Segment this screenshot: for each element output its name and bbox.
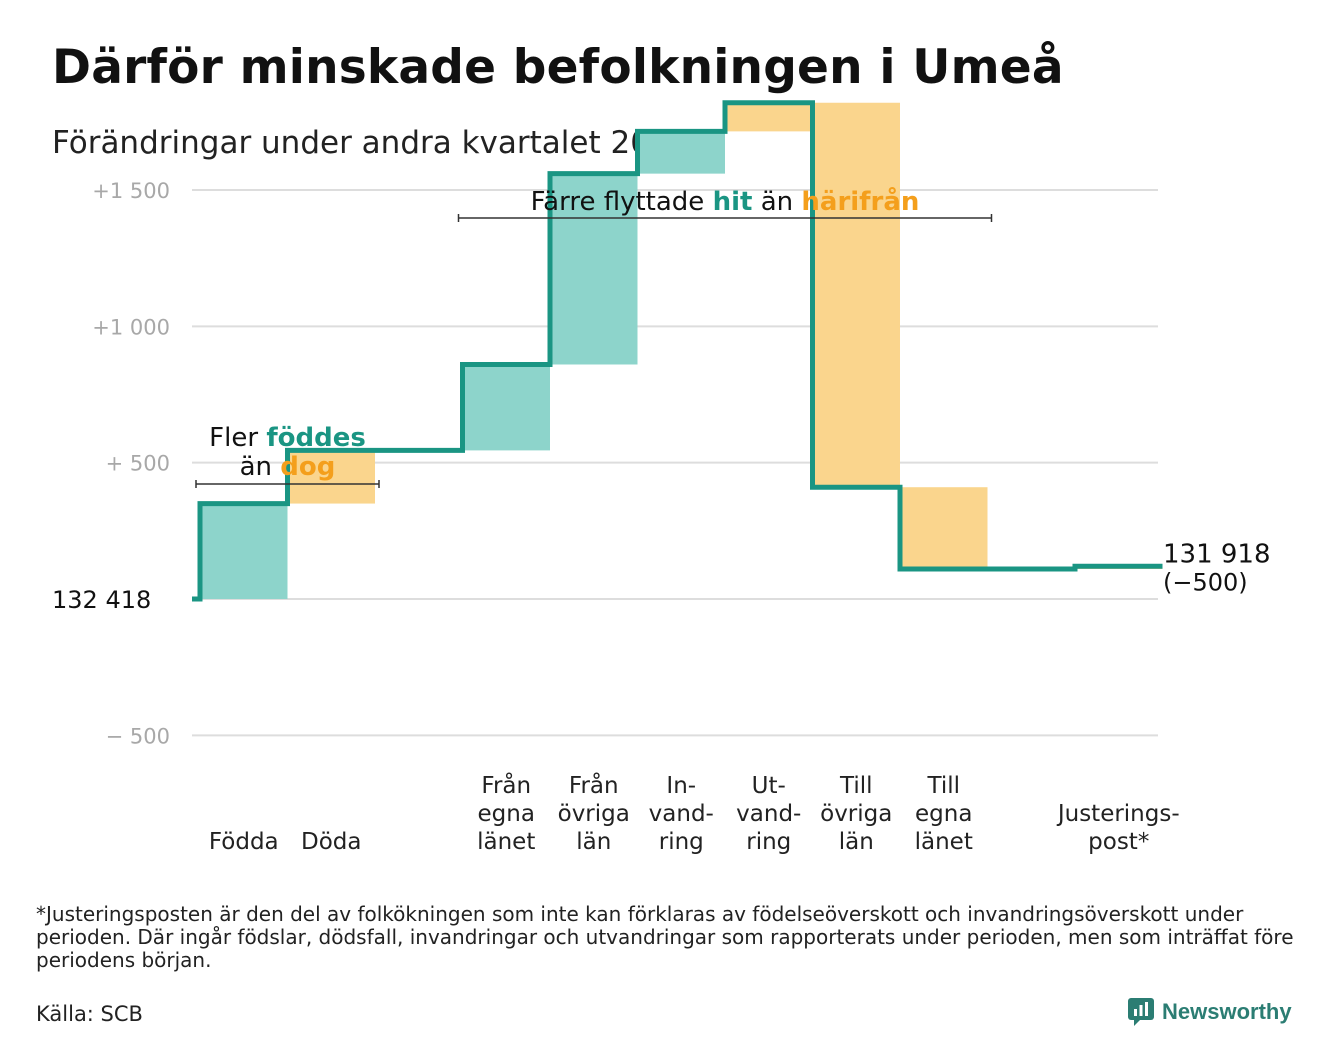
waterfall-chart: +1 500 +1 000 + 500 − 500 132 418 131 918(−50…	[52, 100, 1271, 855]
bar-decrease	[725, 102, 813, 132]
category-label: länet	[915, 829, 973, 855]
category-label: Döda	[301, 829, 361, 855]
annotation-text: än dog	[240, 452, 336, 482]
bar-increase	[550, 173, 638, 365]
annotation-text-part: föddes	[266, 423, 366, 453]
newsworthy-logo-icon	[1128, 998, 1154, 1026]
annotation-text-part: än	[752, 187, 801, 217]
annotation-text: Fler föddes	[209, 423, 366, 453]
y-tick-label: − 500	[106, 724, 170, 748]
end-value-label: 131 918	[1163, 539, 1271, 569]
bar-increase	[200, 503, 288, 599]
category-label: Födda	[209, 829, 279, 855]
annotation-text-part: härifrån	[801, 185, 919, 217]
source-label: Källa: SCB	[36, 1002, 143, 1026]
bar-decrease	[900, 487, 988, 570]
y-tick-label: +1 500	[92, 179, 170, 203]
brand-name: Newsworthy	[1162, 999, 1292, 1024]
bar-decrease	[287, 450, 375, 504]
category-label: vand-	[649, 801, 714, 827]
annotation-text-part: dog	[280, 452, 335, 482]
brand-logo[interactable]: Newsworthy	[1128, 998, 1292, 1026]
category-label: ring	[659, 829, 704, 855]
category-label: egna	[478, 801, 535, 827]
category-label: Justerings-	[1056, 801, 1180, 827]
category-label: övriga	[820, 801, 892, 827]
category-label: Till	[926, 773, 960, 799]
category-label: län	[576, 829, 611, 855]
category-label: In-	[666, 773, 696, 799]
cumulative-step-line	[192, 100, 1163, 602]
start-value-label: 132 418	[52, 586, 151, 614]
annotation-text-part: Fler	[209, 423, 266, 453]
category-label: egna	[915, 801, 972, 827]
category-label: Från	[569, 771, 619, 799]
category-label: post*	[1088, 829, 1149, 855]
category-label: Ut-	[752, 773, 786, 799]
y-tick-label: +1 000	[92, 315, 170, 339]
category-label: länet	[477, 829, 535, 855]
chart-title: Därför minskade befolkningen i Umeå	[52, 40, 1064, 95]
annotation-text-part: hit	[713, 187, 753, 217]
annotation-text: Färre flyttade hit än härifrån	[531, 185, 920, 217]
bar-increase	[462, 364, 550, 451]
annotation-text-part: Färre flyttade	[531, 187, 713, 217]
end-change-label: (−500)	[1163, 568, 1248, 596]
category-label: Till	[839, 773, 873, 799]
category-label: län	[839, 829, 874, 855]
chart-subtitle: Förändringar under andra kvartalet 2023	[52, 125, 690, 161]
category-label: Från	[481, 771, 531, 799]
bar-increase	[637, 131, 725, 174]
y-tick-label: + 500	[106, 452, 170, 476]
footnote: *Justeringsposten är den del av folkökni…	[36, 902, 1294, 972]
annotation-text-part: än	[240, 452, 281, 482]
category-label: övriga	[558, 801, 630, 827]
category-label: ring	[746, 829, 791, 855]
bar-decrease	[812, 102, 900, 488]
category-label: vand-	[736, 801, 801, 827]
